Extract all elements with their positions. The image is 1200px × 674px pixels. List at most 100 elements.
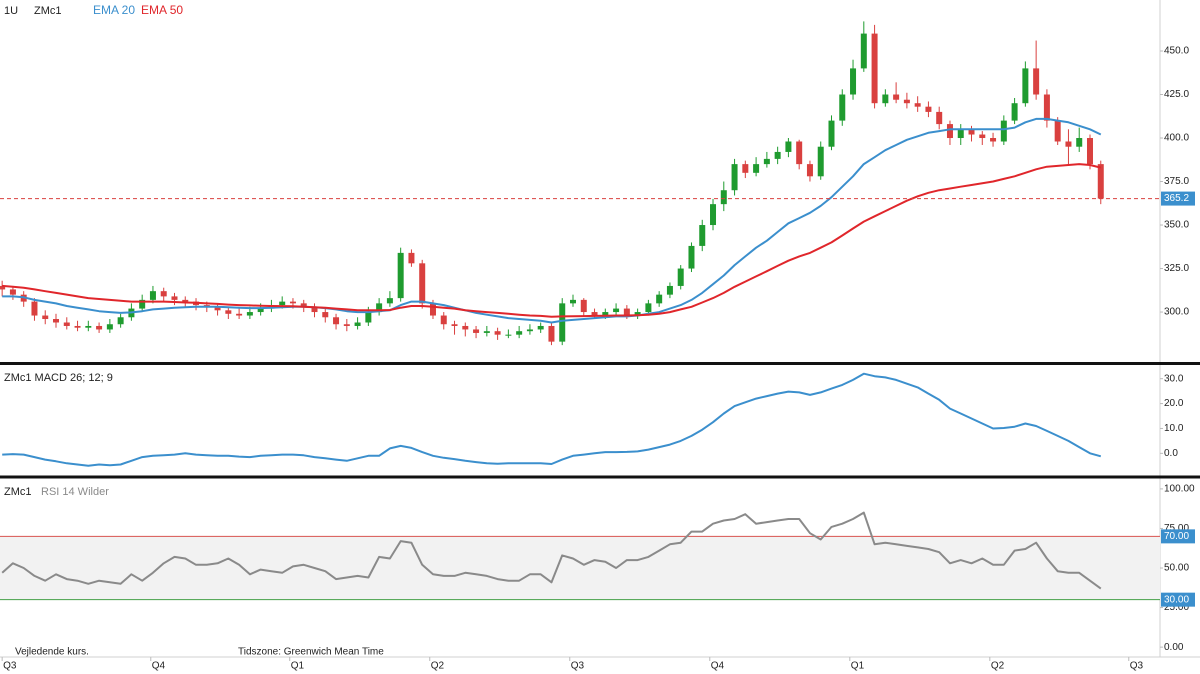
candle-body <box>505 334 512 336</box>
candle-body <box>419 263 426 304</box>
candle-body <box>1033 68 1040 95</box>
candle-body <box>925 106 932 112</box>
candle-body <box>1054 120 1061 142</box>
candle-body <box>236 313 243 316</box>
candle-body <box>343 324 350 326</box>
panel-title: RSI 14 Wilder <box>41 486 109 498</box>
candle-body <box>871 33 878 104</box>
candle-body <box>139 299 146 309</box>
candle-body <box>817 146 824 177</box>
candle-body <box>31 301 38 316</box>
candle-body <box>74 325 81 328</box>
y-tick-label: 325.0 <box>1164 263 1189 274</box>
candle-body <box>623 308 630 316</box>
y-tick-label: 350.0 <box>1164 220 1189 231</box>
x-tick-label: Q2 <box>991 661 1005 672</box>
candle-body <box>1011 103 1018 121</box>
candle-body <box>742 164 749 173</box>
candle-body <box>850 68 857 95</box>
candle-body <box>882 94 889 104</box>
candle-body <box>397 252 404 299</box>
candle-body <box>300 303 307 307</box>
candle-body <box>451 324 458 326</box>
candle-body <box>753 164 760 173</box>
legend-label: EMA 50 <box>141 3 183 17</box>
candle-body <box>1065 141 1072 147</box>
x-tick-label: Q2 <box>431 661 445 672</box>
candle-body <box>214 306 221 311</box>
candle-body <box>979 134 986 139</box>
footnote: Tidszone: Greenwich Mean Time <box>238 647 384 658</box>
candle-body <box>602 312 609 316</box>
candle-body <box>774 151 781 159</box>
y-tick-label: 20.0 <box>1164 398 1184 409</box>
candle-body <box>946 124 953 139</box>
candle-body <box>333 317 340 325</box>
candle-body <box>720 190 727 205</box>
candle-body <box>591 312 598 316</box>
candle-body <box>688 245 695 269</box>
y-tick-label: 375.0 <box>1164 176 1189 187</box>
candle-body <box>903 99 910 104</box>
y-tick-label: 400.0 <box>1164 133 1189 144</box>
candle-body <box>117 317 124 325</box>
candle-body <box>311 306 318 313</box>
candle-body <box>968 129 975 135</box>
candle-body <box>839 94 846 121</box>
candle-body <box>1076 138 1083 147</box>
ema-line <box>2 117 1102 324</box>
y-tick-label: 0.00 <box>1164 642 1184 653</box>
candle-body <box>806 164 813 177</box>
x-tick-label: Q1 <box>851 661 865 672</box>
legend-label: EMA 20 <box>93 3 135 17</box>
band-label-box <box>1161 592 1195 607</box>
candle-body <box>1086 138 1093 165</box>
y-tick-label: 0.0 <box>1164 448 1178 459</box>
candle-body <box>160 291 167 297</box>
candle-body <box>1000 120 1007 142</box>
candle-body <box>440 315 447 325</box>
candle-body <box>731 164 738 191</box>
candle-body <box>0 285 6 290</box>
candle-body <box>828 120 835 147</box>
candle-body <box>171 296 178 300</box>
candle-body <box>279 301 286 306</box>
y-tick-label: 30.0 <box>1164 373 1184 384</box>
rsi-band <box>0 536 1160 600</box>
x-tick-label: Q1 <box>291 661 305 672</box>
candle-body <box>1022 68 1029 104</box>
band-label-box <box>1161 529 1195 544</box>
candle-body <box>246 312 253 316</box>
candle-body <box>914 103 921 107</box>
candle-body <box>257 308 264 313</box>
last-price-label: 365.2 <box>1164 193 1189 204</box>
candle-body <box>225 310 232 314</box>
y-tick-label: 50.00 <box>1164 563 1189 574</box>
y-tick-label: 10.0 <box>1164 423 1184 434</box>
candle-body <box>473 329 480 333</box>
footnote: Vejledende kurs. <box>15 647 89 658</box>
candle-body <box>42 315 49 320</box>
y-tick-label: 75.00 <box>1164 523 1189 534</box>
x-tick-label: Q3 <box>3 661 17 672</box>
candle-body <box>149 291 156 300</box>
candle-body <box>710 204 717 226</box>
y-tick-label: 300.0 <box>1164 307 1189 318</box>
candle-body <box>386 298 393 304</box>
candle-body <box>957 129 964 139</box>
indicator-line <box>1 511 1102 590</box>
panel-title: ZMc1 MACD 26; 12; 9 <box>4 372 113 384</box>
interval: 1U <box>4 5 18 17</box>
candle-body <box>408 252 415 264</box>
candle-body <box>516 331 523 335</box>
candle-body <box>613 308 620 313</box>
x-tick-label: Q3 <box>1130 661 1144 672</box>
symbol: ZMc1 <box>34 5 62 17</box>
candle-body <box>666 285 673 295</box>
candle-body <box>569 299 576 304</box>
candle-body <box>634 312 641 316</box>
candle-body <box>537 325 544 330</box>
candle-body <box>796 141 803 165</box>
candle-body <box>580 299 587 313</box>
